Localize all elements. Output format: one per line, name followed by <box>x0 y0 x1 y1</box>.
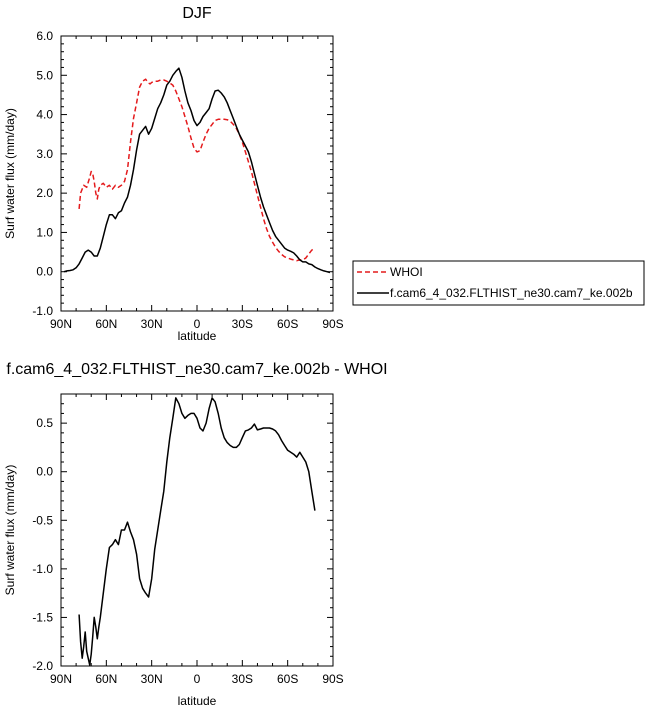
x-tick-label: 30N <box>141 672 163 686</box>
series-line-2 <box>63 67 331 274</box>
legend-label-2: f.cam6_4_032.FLTHIST_ne30.cam7_ke.002b <box>390 286 633 300</box>
x-tick-label: 90S <box>322 317 343 331</box>
plot-frame <box>60 393 334 667</box>
x-tick-label: 90N <box>50 317 72 331</box>
x-tick-label: 60N <box>95 317 117 331</box>
y-tick-label: 0.0 <box>36 465 53 479</box>
plot-frame <box>60 35 334 312</box>
y-tick-label: 6.0 <box>36 29 53 43</box>
y-tick-label: -1.5 <box>32 610 53 624</box>
y-tick-label: 0.5 <box>36 416 53 430</box>
x-tick-label: 60S <box>277 672 298 686</box>
chart-panel-1: DJF 90N 60N 30N 0 30S 60S 90S -1.0 0.0 1.0 2.0 3.0 4.… <box>3 5 645 343</box>
y-axis-label: Surf water flux (mm/day) <box>3 465 17 596</box>
y-tick-label: 2.0 <box>36 186 53 200</box>
x-tick-label: 30N <box>141 317 163 331</box>
x-tick-label: 0 <box>194 672 201 686</box>
x-axis-label: latitude <box>178 329 217 343</box>
series-line-1 <box>78 78 316 262</box>
y-tick-label: 1.0 <box>36 225 53 239</box>
y-tick-label: 4.0 <box>36 108 53 122</box>
y-axis-label: Surf water flux (mm/day) <box>3 108 17 239</box>
x-tick-label: 30S <box>232 672 253 686</box>
x-tick-label: 90N <box>50 672 72 686</box>
legend-label-1: WHOI <box>390 265 423 279</box>
chart-title: DJF <box>182 5 212 22</box>
y-tick-label: 5.0 <box>36 68 53 82</box>
x-tick-label: 30S <box>232 317 253 331</box>
y-tick-label: -1.0 <box>32 562 53 576</box>
chart-panel-2: f.cam6_4_032.FLTHIST_ne30.cam7_ke.002b -… <box>3 361 388 708</box>
y-tick-label: -2.0 <box>32 659 53 673</box>
y-tick-label: -0.5 <box>32 513 53 527</box>
x-axis-label: latitude <box>178 694 217 708</box>
y-tick-label: 3.0 <box>36 147 53 161</box>
series-line-1 <box>78 397 316 666</box>
y-tick-label: 0.0 <box>36 265 53 279</box>
x-tick-label: 0 <box>194 317 201 331</box>
x-tick-label: 60N <box>95 672 117 686</box>
x-tick-label: 60S <box>277 317 298 331</box>
chart-title: f.cam6_4_032.FLTHIST_ne30.cam7_ke.002b -… <box>6 361 387 378</box>
legend-box <box>352 260 645 306</box>
x-tick-label: 90S <box>322 672 343 686</box>
legend: WHOI f.cam6_4_032.FLTHIST_ne30.cam7_ke.00… <box>352 260 645 306</box>
y-tick-label: -1.0 <box>32 304 53 318</box>
